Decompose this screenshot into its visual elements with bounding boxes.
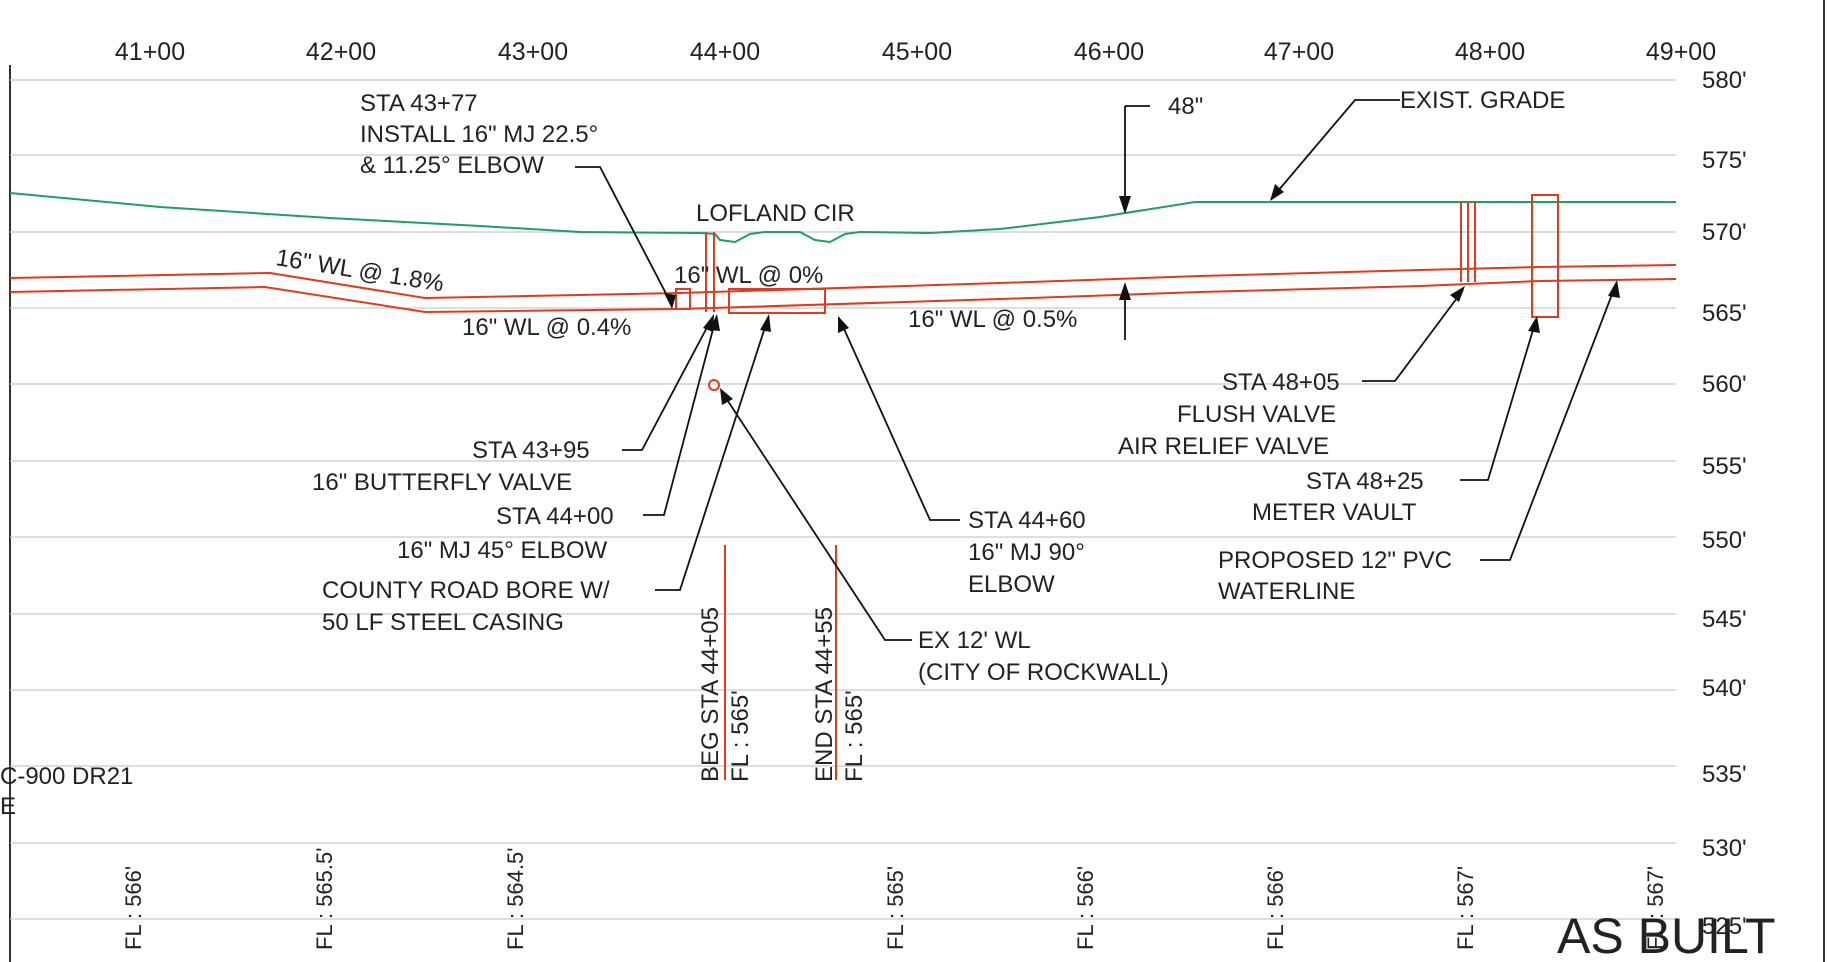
- slope-label: 16" WL @ 0.4%: [462, 314, 631, 341]
- station-label: 41+00: [115, 38, 185, 66]
- station-label: 43+00: [498, 38, 568, 66]
- callout-sta-4377: INSTALL 16" MJ 22.5°: [360, 121, 598, 148]
- callout-sta-4460: 16" MJ 90°: [968, 539, 1085, 566]
- elevation-label: 580': [1702, 67, 1747, 94]
- callout-sta-4460: STA 44+60: [968, 507, 1086, 534]
- flowline-labels: FL : 566' FL : 565.5' FL : 564.5' FL : 5…: [121, 848, 1668, 950]
- flowline-label: FL : 566': [1263, 866, 1288, 950]
- callout-sta-4377: STA 43+77: [360, 90, 478, 117]
- street-label: LOFLAND CIR: [696, 200, 855, 227]
- callout-road-bore: 50 LF STEEL CASING: [322, 609, 564, 636]
- callout-sta-4377: & 11.25° ELBOW: [360, 152, 544, 179]
- elevation-label: 565': [1702, 300, 1747, 327]
- callout-sta-4400: 16" MJ 45° ELBOW: [397, 537, 608, 564]
- waterline-bottom: [10, 279, 1676, 312]
- elevation-label: 545': [1702, 606, 1747, 633]
- bore-end-label: END STA 44+55: [811, 607, 838, 782]
- as-built-stamp: AS BUILT: [1557, 908, 1776, 962]
- flowline-label: FL : 566': [121, 866, 146, 950]
- flowline-label: FL : 565.5': [312, 848, 337, 950]
- station-labels: 41+00 42+00 43+00 44+00 45+00 46+00 47+0…: [115, 38, 1716, 66]
- flowline-label: FL : 567': [1453, 866, 1478, 950]
- bore-end-label: FL : 565': [841, 690, 868, 782]
- waterline-top: [10, 265, 1676, 298]
- callout-sta-4805: STA 48+05: [1222, 369, 1340, 396]
- station-label: 47+00: [1264, 38, 1334, 66]
- cover-depth-label: 48": [1168, 93, 1203, 120]
- station-label: 49+00: [1646, 38, 1716, 66]
- flowline-label: FL : 566': [1073, 866, 1098, 950]
- elevation-labels: 580' 575' 570' 565' 560' 555' 550' 545' …: [1702, 67, 1747, 940]
- elevation-label: 570': [1702, 219, 1747, 246]
- callout-road-bore: COUNTY ROAD BORE W/: [322, 577, 610, 604]
- elevation-label: 540': [1702, 675, 1747, 702]
- bore-begin-label: FL : 565': [727, 690, 754, 782]
- station-label: 42+00: [306, 38, 376, 66]
- callouts: STA 43+77 INSTALL 16" MJ 22.5° & 11.25° …: [0, 87, 1565, 820]
- elevation-label: 550': [1702, 527, 1747, 554]
- left-note: C-900 DR21: [0, 763, 133, 790]
- callout-pvc-waterline: PROPOSED 12" PVC: [1218, 547, 1452, 574]
- station-label: 48+00: [1455, 38, 1525, 66]
- callout-sta-4460: ELBOW: [968, 571, 1055, 598]
- slope-label: 16" WL @ 1.8%: [274, 244, 446, 297]
- callout-sta-4825: STA 48+25: [1306, 468, 1424, 495]
- station-label: 44+00: [690, 38, 760, 66]
- callout-sta-4805: FLUSH VALVE: [1177, 401, 1336, 428]
- callout-existing-waterline: EX 12' WL: [918, 627, 1031, 654]
- existing-grade-label: EXIST. GRADE: [1400, 87, 1565, 114]
- flowline-label: FL : 564.5': [503, 848, 528, 950]
- leader-lines: [575, 100, 1620, 640]
- callout-pvc-waterline: WATERLINE: [1218, 578, 1355, 605]
- callout-sta-4395: 16" BUTTERFLY VALVE: [312, 469, 572, 496]
- callout-sta-4395: STA 43+95: [472, 437, 590, 464]
- elevation-label: 555': [1702, 453, 1747, 480]
- elevation-label: 530': [1702, 835, 1747, 862]
- existing-waterline-marker: [709, 380, 719, 390]
- meter-vault: [1532, 195, 1558, 317]
- slope-label: 16" WL @ 0%: [674, 262, 823, 289]
- elevation-label: 575': [1702, 147, 1747, 174]
- station-label: 45+00: [882, 38, 952, 66]
- callout-sta-4805: AIR RELIEF VALVE: [1118, 433, 1329, 460]
- elevation-label: 535': [1702, 761, 1747, 788]
- bore-begin-label: BEG STA 44+05: [697, 607, 724, 782]
- callout-sta-4400: STA 44+00: [496, 503, 614, 530]
- road-bore-casing: [729, 289, 825, 313]
- slope-label: 16" WL @ 0.5%: [908, 306, 1077, 333]
- elevation-label: 560': [1702, 371, 1747, 398]
- left-note: E: [0, 793, 16, 820]
- station-label: 46+00: [1074, 38, 1144, 66]
- callout-sta-4825: METER VAULT: [1252, 499, 1417, 526]
- callout-existing-waterline: (CITY OF ROCKWALL): [918, 659, 1169, 686]
- flowline-label: FL : 565': [883, 866, 908, 950]
